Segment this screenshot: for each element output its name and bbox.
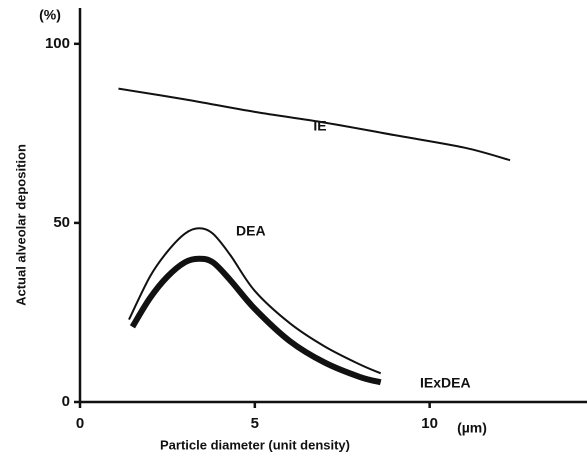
series-label: DEA — [236, 223, 266, 239]
series-label: IExDEA — [420, 375, 471, 391]
line-series — [129, 255, 382, 386]
y-unit: (%) — [39, 7, 61, 23]
line-series — [118, 87, 511, 162]
x-tick-label: 10 — [421, 415, 438, 432]
x-tick-label: 5 — [251, 415, 259, 432]
y-tick-label: 100 — [45, 35, 70, 52]
x-tick-label: 0 — [76, 415, 84, 432]
y-tick-label: 0 — [62, 393, 70, 410]
line-series — [128, 227, 382, 375]
x-axis-label: Particle diameter (unit density) — [160, 437, 350, 452]
series-label: IE — [313, 118, 326, 134]
y-axis-label: Actual alveolar deposition — [13, 144, 28, 306]
y-tick-label: 50 — [53, 214, 70, 231]
x-unit: (µm) — [457, 420, 487, 436]
